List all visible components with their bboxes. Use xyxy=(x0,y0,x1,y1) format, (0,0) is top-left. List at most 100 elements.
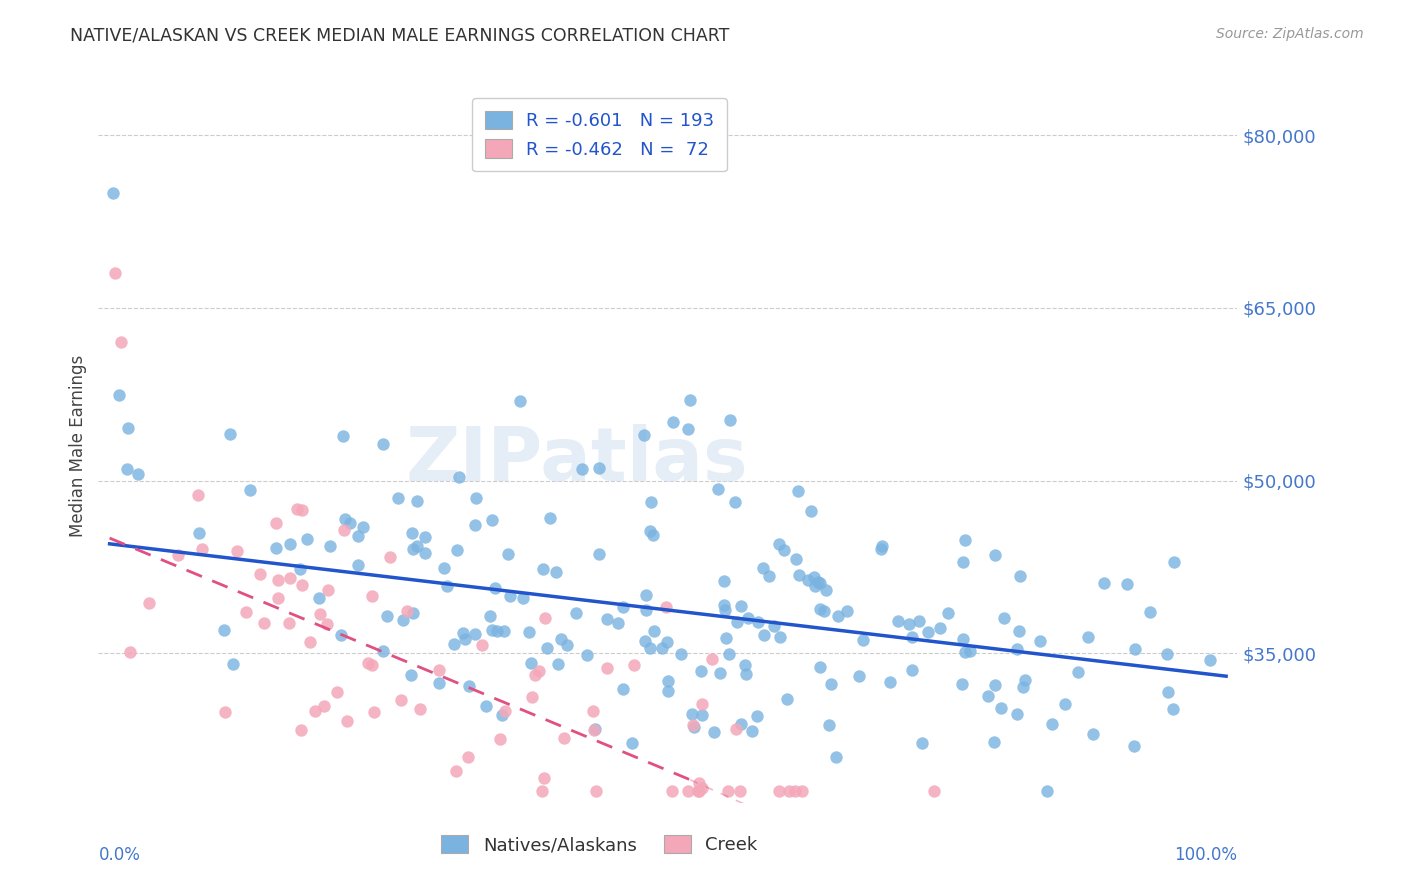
Point xyxy=(336,714,359,728)
Point xyxy=(309,607,332,621)
Point xyxy=(1040,717,1063,731)
Point xyxy=(758,569,780,583)
Point xyxy=(1123,641,1146,656)
Point xyxy=(371,644,394,658)
Point xyxy=(1083,726,1105,740)
Point xyxy=(278,616,301,631)
Point xyxy=(249,566,271,581)
Point xyxy=(464,627,486,641)
Point xyxy=(485,624,508,638)
Point xyxy=(1139,605,1161,619)
Point xyxy=(1029,633,1052,648)
Point xyxy=(138,596,160,610)
Point xyxy=(623,658,645,673)
Point xyxy=(533,610,555,624)
Point xyxy=(547,657,569,671)
Point xyxy=(235,605,257,619)
Point xyxy=(778,784,800,798)
Point xyxy=(735,666,758,681)
Point xyxy=(763,618,786,632)
Point xyxy=(807,574,830,589)
Point xyxy=(928,621,950,635)
Point xyxy=(389,692,412,706)
Point xyxy=(808,659,831,673)
Point xyxy=(326,685,349,699)
Point xyxy=(796,573,818,587)
Point xyxy=(304,704,326,718)
Point xyxy=(347,558,370,572)
Point xyxy=(117,462,139,476)
Point xyxy=(690,708,713,723)
Point xyxy=(457,679,479,693)
Point xyxy=(533,772,555,786)
Point xyxy=(993,610,1015,624)
Point xyxy=(360,589,382,603)
Point xyxy=(1116,576,1139,591)
Point xyxy=(471,638,494,652)
Point xyxy=(392,613,415,627)
Point xyxy=(682,718,704,732)
Point xyxy=(612,600,634,615)
Point xyxy=(444,764,467,778)
Point xyxy=(911,736,934,750)
Point xyxy=(879,675,901,690)
Point xyxy=(783,784,806,798)
Point xyxy=(820,677,842,691)
Point xyxy=(713,574,735,589)
Point xyxy=(299,634,322,648)
Point xyxy=(633,428,655,442)
Point xyxy=(588,548,610,562)
Point xyxy=(752,561,775,575)
Point xyxy=(724,495,747,509)
Point xyxy=(688,776,710,790)
Text: ZIPatlas: ZIPatlas xyxy=(405,424,748,497)
Point xyxy=(427,663,450,677)
Point xyxy=(898,616,921,631)
Point xyxy=(585,784,607,798)
Point xyxy=(713,599,735,613)
Point xyxy=(607,615,630,630)
Point xyxy=(669,647,692,661)
Point xyxy=(643,528,665,542)
Point xyxy=(922,784,945,798)
Point xyxy=(1008,624,1031,639)
Point xyxy=(550,632,572,647)
Point xyxy=(266,541,288,555)
Point xyxy=(803,570,825,584)
Point xyxy=(117,421,139,435)
Point xyxy=(713,602,735,616)
Point xyxy=(1163,701,1185,715)
Point xyxy=(295,532,318,546)
Point xyxy=(481,624,503,638)
Point xyxy=(363,705,385,719)
Point xyxy=(683,720,706,734)
Point xyxy=(267,573,290,587)
Point xyxy=(582,704,605,718)
Point xyxy=(187,488,209,502)
Point xyxy=(267,591,290,605)
Point xyxy=(357,656,380,670)
Point xyxy=(700,652,723,666)
Point xyxy=(339,516,361,530)
Point xyxy=(814,582,837,597)
Point xyxy=(380,550,402,565)
Text: NATIVE/ALASKAN VS CREEK MEDIAN MALE EARNINGS CORRELATION CHART: NATIVE/ALASKAN VS CREEK MEDIAN MALE EARN… xyxy=(70,27,730,45)
Point xyxy=(638,524,661,538)
Text: 0.0%: 0.0% xyxy=(98,846,141,863)
Point xyxy=(661,784,683,798)
Point xyxy=(413,530,436,544)
Point xyxy=(308,591,330,605)
Point xyxy=(583,723,606,737)
Point xyxy=(1008,569,1031,583)
Point xyxy=(347,529,370,543)
Point xyxy=(285,502,308,516)
Point xyxy=(453,632,475,646)
Point xyxy=(901,630,924,644)
Point xyxy=(827,609,849,624)
Point xyxy=(983,735,1005,749)
Point xyxy=(936,607,959,621)
Point xyxy=(406,539,429,553)
Point xyxy=(101,186,124,200)
Point xyxy=(596,612,619,626)
Point xyxy=(803,578,825,592)
